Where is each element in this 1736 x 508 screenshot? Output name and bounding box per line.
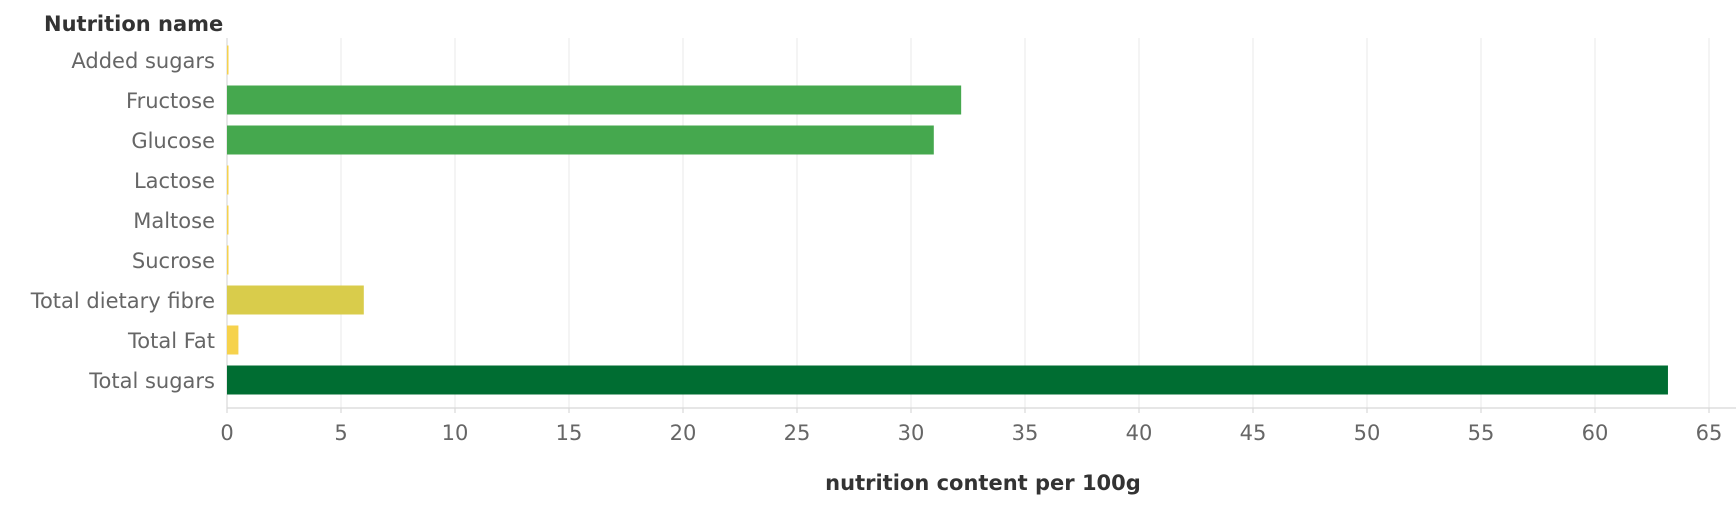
x-tick-labels: 0 5 10 15 20 25 30 35 40 45 50 55 60 65 bbox=[220, 421, 1722, 445]
bar[interactable] bbox=[227, 205, 229, 235]
x-tick-label: 25 bbox=[784, 421, 811, 445]
x-tick-label: 55 bbox=[1468, 421, 1495, 445]
x-tick-label: 20 bbox=[670, 421, 697, 445]
x-tick-label: 15 bbox=[556, 421, 583, 445]
bar[interactable] bbox=[227, 125, 934, 155]
category-label: Maltose bbox=[133, 209, 215, 233]
x-tick-label: 65 bbox=[1696, 421, 1723, 445]
x-tick-label: 40 bbox=[1126, 421, 1153, 445]
x-tick-label: 30 bbox=[898, 421, 925, 445]
x-tick-label: 10 bbox=[442, 421, 469, 445]
category-label: Total Fat bbox=[127, 329, 215, 353]
category-label: Fructose bbox=[126, 89, 215, 113]
x-tick-label: 5 bbox=[334, 421, 347, 445]
category-label: Lactose bbox=[134, 169, 215, 193]
bar[interactable] bbox=[227, 325, 239, 355]
x-tick-label: 50 bbox=[1354, 421, 1381, 445]
x-tick-label: 35 bbox=[1012, 421, 1039, 445]
bar[interactable] bbox=[227, 45, 229, 75]
bars bbox=[227, 45, 1668, 395]
category-label: Sucrose bbox=[132, 249, 215, 273]
x-axis-title: nutrition content per 100g bbox=[825, 471, 1141, 495]
bar[interactable] bbox=[227, 85, 962, 115]
category-label: Glucose bbox=[131, 129, 215, 153]
x-tick-label: 0 bbox=[220, 421, 233, 445]
x-tick-label: 45 bbox=[1240, 421, 1267, 445]
bar[interactable] bbox=[227, 365, 1668, 395]
category-label: Total dietary fibre bbox=[30, 289, 215, 313]
category-labels: Added sugars Fructose Glucose Lactose Maltos… bbox=[30, 49, 215, 393]
y-header-label: Nutrition name bbox=[44, 12, 223, 36]
category-label: Total sugars bbox=[88, 369, 215, 393]
x-tick-label: 60 bbox=[1582, 421, 1609, 445]
bar[interactable] bbox=[227, 285, 364, 315]
bar[interactable] bbox=[227, 165, 229, 195]
category-label: Added sugars bbox=[71, 49, 215, 73]
bar[interactable] bbox=[227, 245, 229, 275]
